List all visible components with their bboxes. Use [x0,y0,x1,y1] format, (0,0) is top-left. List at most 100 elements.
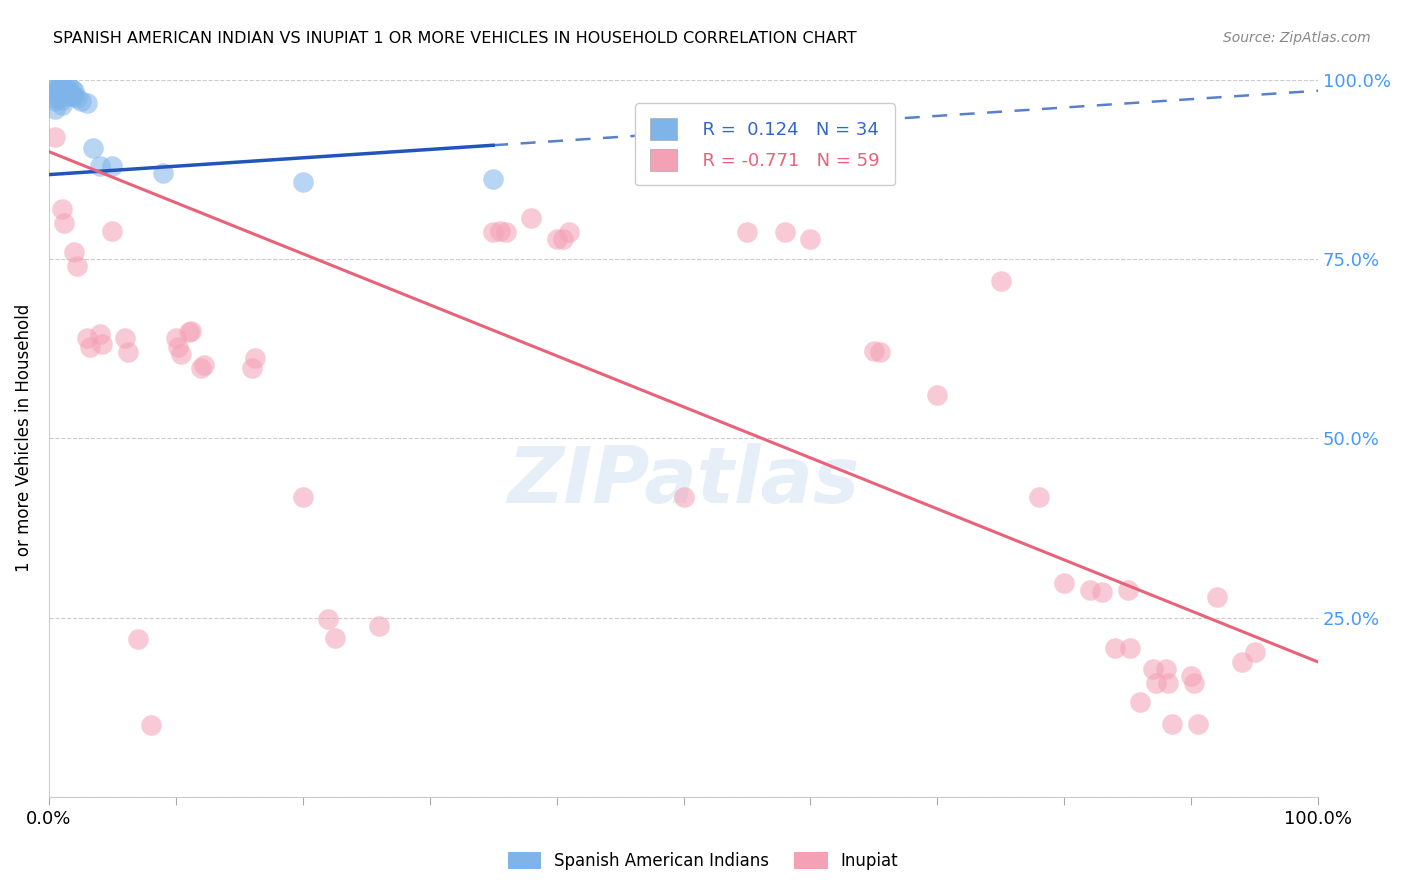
Point [76,331,98,345]
Point [101,223,124,237]
Point [558,225,581,239]
Point [51,81,73,95]
Point [1116,583,1139,598]
Point [1129,695,1152,709]
Point [368,619,391,633]
Point [1154,662,1177,676]
Point [1144,676,1167,690]
Point [1078,583,1101,598]
Point [63,245,86,260]
Point [1205,591,1227,605]
Point [482,172,505,186]
Point [152,166,174,180]
Point [66,91,89,105]
Point [167,340,190,354]
Point [56,88,79,103]
Text: SPANISH AMERICAN INDIAN VS INUPIAT 1 OR MORE VEHICLES IN HOUSEHOLD CORRELATION C: SPANISH AMERICAN INDIAN VS INUPIAT 1 OR … [53,31,858,46]
Point [51,202,73,216]
Point [53,78,76,92]
Point [799,232,821,246]
Point [53,88,76,103]
Point [53,216,76,230]
Point [76,95,98,110]
Point [488,223,510,237]
Point [48,84,70,98]
Text: ZIPatlas: ZIPatlas [508,443,859,519]
Point [863,343,886,358]
Point [1182,676,1205,690]
Point [91,336,114,351]
Point [1243,645,1265,659]
Point [127,632,149,646]
Point [56,78,79,92]
Point [291,175,314,189]
Point [48,80,70,95]
Point [495,225,517,239]
Point [82,141,104,155]
Point [170,347,193,361]
Point [180,324,202,338]
Point [1091,585,1114,599]
Point [551,232,574,246]
Point [1187,716,1209,731]
Point [89,327,111,342]
Point [139,718,162,732]
Point [927,388,949,402]
Point [1157,676,1180,690]
Point [48,77,70,91]
Point [63,88,86,103]
Point [165,331,187,345]
Text: Source: ZipAtlas.com: Source: ZipAtlas.com [1223,31,1371,45]
Point [117,345,139,359]
Point [1142,662,1164,676]
Point [44,102,66,116]
Point [89,159,111,173]
Point [735,225,758,239]
Point [672,490,695,504]
Point [48,87,70,102]
Point [69,95,91,109]
Point [990,274,1012,288]
Point [323,631,346,645]
Point [316,612,339,626]
Y-axis label: 1 or more Vehicles in Household: 1 or more Vehicles in Household [15,304,32,573]
Point [63,84,86,98]
Legend: Spanish American Indians, Inupiat: Spanish American Indians, Inupiat [501,845,905,877]
Point [1119,640,1142,655]
Point [520,211,543,225]
Point [240,361,263,376]
Point [44,77,66,91]
Point [44,95,66,109]
Point [44,130,66,145]
Point [177,326,200,340]
Point [1104,640,1126,655]
Point [51,87,73,102]
Point [1053,576,1076,591]
Point [114,331,136,345]
Point [1180,669,1202,683]
Point [1161,716,1184,731]
Legend:   R =  0.124   N = 34,   R = -0.771   N = 59: R = 0.124 N = 34, R = -0.771 N = 59 [636,103,894,186]
Point [56,83,79,97]
Point [53,84,76,98]
Point [773,225,796,239]
Point [101,159,124,173]
Point [79,340,101,354]
Point [48,91,70,105]
Point [190,361,212,376]
Point [60,88,83,103]
Point [60,81,83,95]
Point [546,232,568,246]
Point [243,351,266,365]
Point [44,84,66,98]
Point [1230,655,1253,669]
Point [869,345,891,359]
Point [291,490,314,504]
Point [51,93,73,107]
Point [51,98,73,112]
Point [482,225,505,239]
Point [193,358,215,372]
Point [44,91,66,105]
Point [51,77,73,91]
Point [1028,490,1050,504]
